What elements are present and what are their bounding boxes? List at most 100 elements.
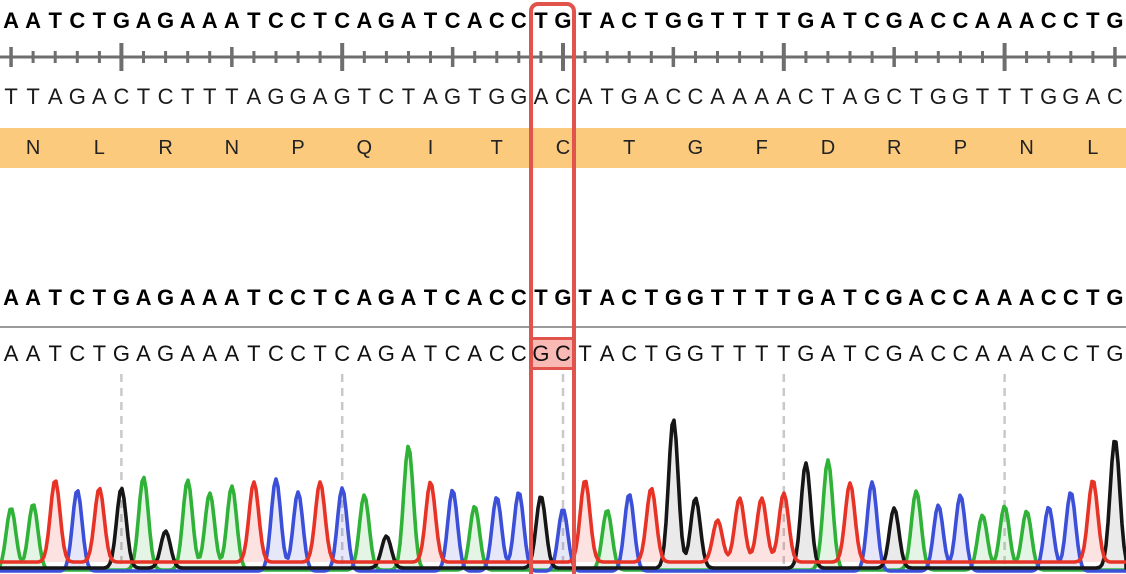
- reference-base[interactable]: A: [819, 8, 836, 33]
- reference-base-aligned[interactable]: G: [554, 285, 572, 310]
- reference-base-aligned[interactable]: T: [644, 285, 659, 310]
- amino-acid[interactable]: T: [623, 137, 636, 159]
- read-base[interactable]: C: [952, 341, 969, 366]
- reference-base[interactable]: C: [1062, 8, 1079, 33]
- reference-base-aligned[interactable]: C: [621, 285, 638, 310]
- amino-acid[interactable]: I: [427, 137, 434, 159]
- complement-base[interactable]: T: [401, 84, 416, 109]
- reference-base[interactable]: C: [621, 8, 638, 33]
- complement-base[interactable]: G: [68, 84, 86, 109]
- amino-acid[interactable]: N: [1019, 137, 1034, 159]
- complement-base[interactable]: C: [797, 84, 814, 109]
- complement-base[interactable]: G: [488, 84, 506, 109]
- read-base[interactable]: G: [1106, 341, 1124, 366]
- amino-acid[interactable]: C: [555, 137, 571, 159]
- complement-base[interactable]: G: [951, 84, 969, 109]
- reference-base[interactable]: C: [290, 8, 306, 33]
- reference-base[interactable]: A: [223, 8, 240, 33]
- amino-acid[interactable]: G: [687, 137, 704, 159]
- complement-base[interactable]: G: [289, 84, 307, 109]
- complement-base[interactable]: C: [687, 84, 704, 109]
- read-base[interactable]: C: [334, 341, 351, 366]
- complement-base[interactable]: T: [180, 84, 195, 109]
- reference-base-aligned[interactable]: A: [223, 285, 240, 310]
- reference-base-aligned[interactable]: T: [247, 285, 261, 310]
- reference-base-aligned[interactable]: G: [377, 285, 395, 310]
- complement-base[interactable]: A: [312, 84, 328, 109]
- reference-base[interactable]: T: [578, 8, 592, 33]
- read-base[interactable]: T: [92, 341, 107, 366]
- reference-base[interactable]: C: [1040, 8, 1057, 33]
- read-base[interactable]: C: [1062, 341, 1079, 366]
- reference-base-aligned[interactable]: A: [1018, 285, 1035, 310]
- complement-base[interactable]: G: [510, 84, 528, 109]
- reference-base-aligned[interactable]: G: [797, 285, 815, 310]
- complement-base[interactable]: T: [4, 84, 18, 109]
- reference-base[interactable]: A: [599, 8, 616, 33]
- amino-acid[interactable]: N: [25, 137, 41, 159]
- read-base[interactable]: C: [621, 341, 638, 366]
- read-base[interactable]: C: [290, 341, 306, 366]
- read-base[interactable]: A: [224, 341, 240, 366]
- reference-base[interactable]: C: [864, 8, 881, 33]
- reference-base[interactable]: A: [400, 8, 417, 33]
- complement-base[interactable]: G: [333, 84, 351, 109]
- read-base[interactable]: T: [644, 341, 659, 366]
- reference-base[interactable]: A: [356, 8, 373, 33]
- complement-base[interactable]: C: [113, 84, 130, 109]
- read-base[interactable]: A: [25, 341, 41, 366]
- reference-base-aligned[interactable]: T: [732, 285, 747, 310]
- reference-base-aligned[interactable]: T: [423, 285, 438, 310]
- read-base[interactable]: G: [664, 341, 682, 366]
- complement-base[interactable]: A: [643, 84, 659, 109]
- read-base[interactable]: A: [202, 341, 218, 366]
- read-base[interactable]: G: [112, 341, 130, 366]
- complement-base[interactable]: T: [225, 84, 239, 109]
- reference-base[interactable]: C: [930, 8, 947, 33]
- amino-acid[interactable]: R: [886, 137, 902, 159]
- complement-base[interactable]: T: [1019, 84, 1034, 109]
- reference-base-aligned[interactable]: A: [356, 285, 373, 310]
- read-base[interactable]: G: [532, 341, 550, 366]
- read-base[interactable]: G: [157, 341, 175, 366]
- reference-base[interactable]: G: [885, 8, 903, 33]
- reference-base[interactable]: A: [3, 8, 19, 33]
- complement-base[interactable]: T: [467, 84, 482, 109]
- reference-base[interactable]: A: [996, 8, 1013, 33]
- amino-acid[interactable]: L: [1087, 137, 1099, 159]
- read-base[interactable]: A: [975, 341, 990, 366]
- read-base[interactable]: T: [247, 341, 261, 366]
- read-base[interactable]: T: [754, 341, 769, 366]
- reference-base[interactable]: G: [797, 8, 815, 33]
- amino-acid[interactable]: P: [953, 137, 968, 159]
- reference-base[interactable]: T: [313, 8, 327, 33]
- reference-base-aligned[interactable]: T: [1086, 285, 1100, 310]
- read-base[interactable]: T: [423, 341, 438, 366]
- read-base[interactable]: G: [377, 341, 395, 366]
- complement-base[interactable]: T: [975, 84, 990, 109]
- reference-base[interactable]: T: [534, 8, 548, 33]
- complement-base[interactable]: T: [821, 84, 835, 109]
- complement-base[interactable]: A: [533, 84, 549, 109]
- complement-base[interactable]: A: [776, 84, 792, 109]
- read-base[interactable]: A: [180, 341, 195, 366]
- read-base[interactable]: T: [710, 341, 725, 366]
- complement-base[interactable]: A: [710, 84, 725, 109]
- reference-base[interactable]: A: [908, 8, 925, 33]
- complement-base[interactable]: G: [267, 84, 285, 109]
- read-base[interactable]: C: [864, 341, 881, 366]
- read-base[interactable]: G: [797, 341, 815, 366]
- read-base[interactable]: C: [268, 341, 284, 366]
- reference-base[interactable]: A: [974, 8, 991, 33]
- read-base[interactable]: A: [356, 341, 372, 366]
- reference-base[interactable]: G: [377, 8, 395, 33]
- complement-base[interactable]: A: [246, 84, 262, 109]
- read-base[interactable]: T: [48, 341, 62, 366]
- read-base[interactable]: G: [885, 341, 903, 366]
- reference-base-aligned[interactable]: C: [488, 285, 505, 310]
- reference-base-aligned[interactable]: A: [3, 285, 19, 310]
- reference-base[interactable]: C: [488, 8, 505, 33]
- amino-acid[interactable]: F: [755, 137, 768, 159]
- reference-base-aligned[interactable]: C: [1040, 285, 1057, 310]
- reference-base[interactable]: T: [710, 8, 725, 33]
